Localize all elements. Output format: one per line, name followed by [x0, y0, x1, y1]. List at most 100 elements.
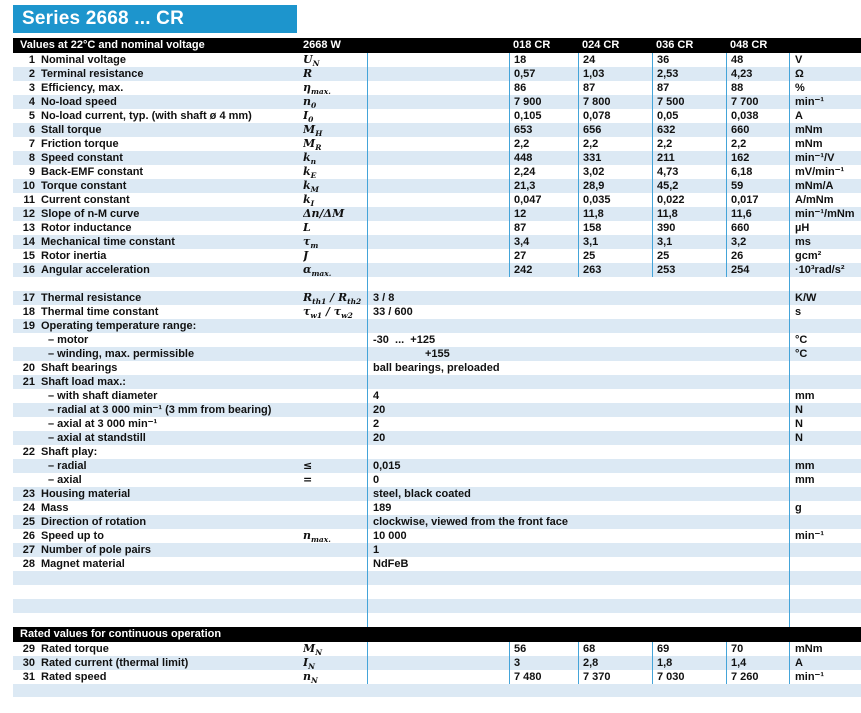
row-unit: mNm — [789, 137, 861, 151]
row-symbol: Rth1 / Rth2 — [303, 291, 362, 305]
row-symbol — [303, 277, 367, 291]
row-value-036cr: 253 — [652, 263, 726, 277]
row-number: 29 — [22, 643, 35, 655]
row-label: – axial at standstill — [48, 432, 146, 444]
row-value-036cr: 87 — [652, 81, 726, 95]
row-spacer — [367, 67, 509, 81]
row-value-018cr: 27 — [509, 249, 578, 263]
row-symbol: R — [303, 67, 313, 80]
table-row: 26 Speed up to nmax. 10 000 min⁻¹ — [13, 529, 861, 543]
row-symbol — [303, 571, 367, 585]
row-value-018cr: 87 — [509, 221, 578, 235]
table-row: 13 Rotor inductance L 87 158 390 660 µH — [13, 221, 861, 235]
row-symbol: I0 — [303, 109, 314, 123]
table-row: – axial at standstill 20 N — [13, 431, 861, 445]
row-symbol: J — [303, 249, 309, 262]
table-row: 9 Back-EMF constant kE 2,24 3,02 4,73 6,1… — [13, 165, 861, 179]
row-unit — [789, 361, 861, 375]
row-value-048cr: 7 700 — [726, 95, 789, 109]
row-unit — [789, 585, 861, 599]
row-value-048cr: 48 — [726, 53, 789, 67]
table-row: 8 Speed constant kn 448 331 211 162 min⁻¹… — [13, 151, 861, 165]
row-symbol: Δn/ΔM — [303, 207, 345, 220]
row-symbol — [303, 599, 367, 613]
row-value: ball bearings, preloaded — [367, 361, 789, 375]
row-symbol: kE — [303, 165, 317, 179]
row-symbol — [303, 487, 367, 501]
row-number: 5 — [28, 110, 35, 122]
row-symbol — [303, 389, 367, 403]
row-spacer — [367, 642, 509, 656]
row-label: Nominal voltage — [41, 54, 126, 66]
row-symbol: nmax. — [303, 529, 331, 543]
row-value-018cr: 86 — [509, 81, 578, 95]
row-label: Thermal time constant — [41, 306, 159, 318]
row-value: 2 — [367, 417, 789, 431]
row-symbol — [303, 543, 367, 557]
row-value-024cr: 24 — [578, 53, 652, 67]
table-row — [13, 277, 861, 291]
row-label: Rated current (thermal limit) — [41, 657, 189, 669]
row-unit: mm — [789, 459, 861, 473]
table-row: 12 Slope of n-M curve Δn/ΔM 12 11,8 11,8 … — [13, 207, 861, 221]
row-value-024cr: 7 370 — [578, 670, 652, 684]
row-value-048cr: 660 — [726, 221, 789, 235]
row-unit: min⁻¹/V — [789, 151, 861, 165]
rated-header-caption: Rated values for continuous operation — [20, 628, 222, 640]
table-row: 11 Current constant kI 0,047 0,035 0,022 … — [13, 193, 861, 207]
table-row: 10 Torque constant kM 21,3 28,9 45,2 59 m… — [13, 179, 861, 193]
row-symbol — [303, 431, 367, 445]
row-value-018cr: 7 900 — [509, 95, 578, 109]
series-title-bar: Series 2668 ... CR — [13, 5, 297, 33]
row-value-036cr: 7 030 — [652, 670, 726, 684]
row-unit: min⁻¹ — [789, 670, 861, 684]
table-row: – radial at 3 000 min⁻¹ (3 mm from beari… — [13, 403, 861, 417]
row-value-048cr: 70 — [726, 642, 789, 656]
row-value-024cr: 1,03 — [578, 67, 652, 81]
row-label: – winding, max. permissible — [48, 348, 195, 360]
column-header-024cr: 024 CR — [582, 39, 620, 51]
row-value-024cr: 331 — [578, 151, 652, 165]
row-value — [367, 445, 789, 459]
row-value-036cr: 7 500 — [652, 95, 726, 109]
row-spacer — [367, 670, 509, 684]
row-value-036cr: 1,8 — [652, 656, 726, 670]
row-unit: mm — [789, 389, 861, 403]
row-symbol — [303, 613, 367, 627]
row-number: 7 — [28, 138, 35, 150]
row-value-048cr: 88 — [726, 81, 789, 95]
table-row: 29 Rated torque MN 56 68 69 70 mNm — [13, 642, 861, 656]
row-value-018cr: 12 — [509, 207, 578, 221]
row-unit: N — [789, 417, 861, 431]
unit-column-header — [789, 38, 861, 53]
row-spacer — [367, 81, 509, 95]
row-label: Friction torque — [41, 138, 119, 150]
table-row: 2 Terminal resistance R 0,57 1,03 2,53 4,… — [13, 67, 861, 81]
row-symbol — [303, 585, 367, 599]
row-unit: A/mNm — [789, 193, 861, 207]
row-label: – motor — [48, 334, 89, 346]
row-number: 6 — [28, 124, 35, 136]
row-value-036cr: 211 — [652, 151, 726, 165]
table-row: 25 Direction of rotation clockwise, viewe… — [13, 515, 861, 529]
row-symbol — [303, 347, 367, 361]
row-symbol: kM — [303, 179, 319, 193]
row-number: 18 — [22, 306, 35, 318]
row-number: 12 — [22, 208, 35, 220]
row-label: Magnet material — [41, 558, 125, 570]
row-value-048cr: 1,4 — [726, 656, 789, 670]
row-number: 27 — [22, 544, 35, 556]
row-spacer — [367, 263, 509, 277]
column-header-036cr: 036 CR — [656, 39, 694, 51]
spec-table-main: 1 Nominal voltage UN 18 24 36 48 V 2 Termi… — [13, 53, 861, 277]
row-label: – with shaft diameter — [48, 390, 158, 402]
table-row: 7 Friction torque MR 2,2 2,2 2,2 2,2 mNm — [13, 137, 861, 151]
row-value-024cr: 25 — [578, 249, 652, 263]
row-unit: Ω — [789, 67, 861, 81]
row-symbol: nN — [303, 670, 318, 684]
row-unit — [789, 445, 861, 459]
row-value — [367, 571, 789, 585]
row-spacer — [367, 151, 509, 165]
row-unit: A — [789, 656, 861, 670]
column-header-048cr: 048 CR — [730, 39, 768, 51]
